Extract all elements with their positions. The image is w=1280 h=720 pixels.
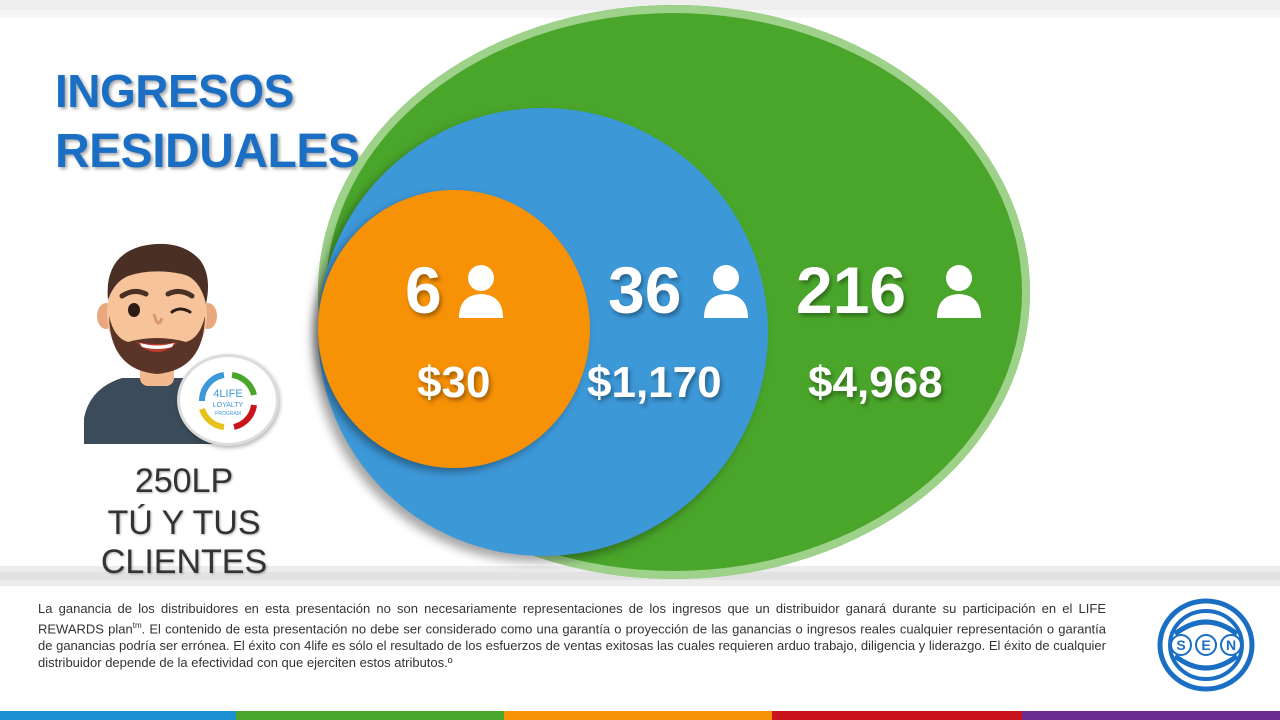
level-2-count: 36 [608,253,682,327]
trademark-superscript: tm [132,621,142,630]
user-icon [459,265,503,318]
logo-letter-n: N [1226,637,1236,653]
level-3-amount: $4,968 [808,358,943,407]
disclaimer-text: La ganancia de los distribuidores en est… [38,600,1106,671]
color-stripe-green [236,711,504,720]
logo-letter-e: E [1201,637,1210,653]
badge-line-3: PROGRAM [215,411,241,417]
loyalty-program-badge: 4LIFE LOYALTY PROGRAM [177,354,279,446]
level-1-amount: $30 [417,358,491,407]
points-label: 250LP [134,462,234,500]
disclaimer-part-2: . El contenido de esta presentación no d… [38,621,1107,671]
title-line-2: RESIDUALES [55,125,360,178]
level-1-count: 6 [405,253,442,327]
clients-label: TÚ Y TUS CLIENTES [100,504,268,581]
sen-logo: S E N [1157,598,1255,692]
user-icon [704,265,748,318]
user-icon [937,265,981,318]
level-2-amount: $1,170 [587,358,722,407]
level-3-count: 216 [796,253,907,327]
badge-line-1: 4LIFE [213,388,242,400]
disclaimer-part-1: La ganancia de los distribuidores en est… [38,601,1106,637]
loyalty-cycle-icon: 4LIFE LOYALTY PROGRAM [198,372,257,430]
color-stripe-blue [0,711,236,720]
logo-letter-s: S [1176,637,1185,653]
color-stripe-purple [1022,711,1280,720]
badge-line-2: LOYALTY [213,402,244,409]
top-band [0,0,1280,10]
color-stripe-red [772,711,1022,720]
level-1-circle [318,190,590,468]
color-stripe-orange [504,711,772,720]
title-line-1: INGRESOS [55,65,294,117]
